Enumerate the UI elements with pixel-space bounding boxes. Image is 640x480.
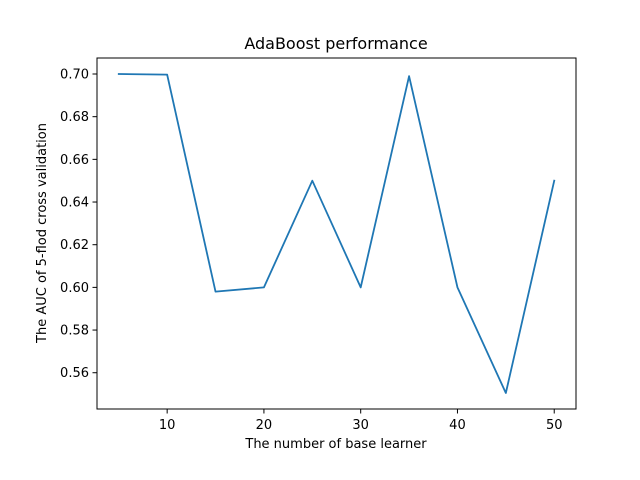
x-tick-label: 50 [546, 418, 563, 433]
y-tick-label: 0.60 [60, 281, 89, 296]
chart-title: AdaBoost performance [244, 34, 427, 53]
y-tick-label: 0.68 [60, 110, 89, 125]
series-line [117, 73, 556, 394]
y-tick-label: 0.66 [60, 153, 89, 168]
y-tick-label: 0.64 [60, 196, 89, 211]
y-tick-label: 0.56 [60, 366, 89, 381]
axes-frame [96, 57, 577, 410]
y-axis-label: The AUC of 5-flod cross validation [35, 123, 50, 344]
x-tick-label: 30 [352, 418, 369, 433]
y-tick-label: 0.70 [60, 68, 89, 83]
y-tick-label: 0.62 [60, 238, 89, 253]
x-axis-label: The number of base learner [244, 437, 427, 452]
plot-area: 10 20 30 40 50 0.56 0.58 0.60 0.62 0.64 0.66 0.68 0.… [60, 57, 577, 433]
x-tick-label: 10 [159, 418, 176, 433]
y-tick-label: 0.58 [60, 324, 89, 339]
x-tick-label: 40 [449, 418, 466, 433]
x-tick-label: 20 [256, 418, 273, 433]
